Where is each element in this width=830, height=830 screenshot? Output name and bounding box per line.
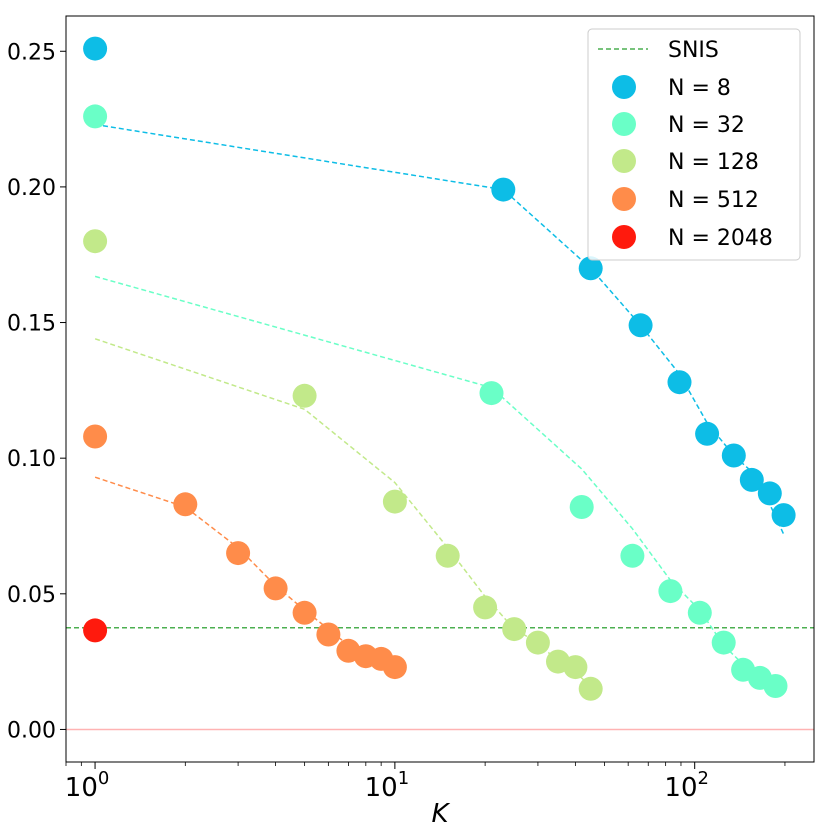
legend-marker-n128 <box>612 149 636 173</box>
data-point-series-3-9 <box>382 655 407 680</box>
data-point-series-3-0 <box>83 424 108 449</box>
fit-line-series-2 <box>94 338 592 687</box>
data-point-series-2-2 <box>382 489 407 514</box>
legend-marker-n2048 <box>612 225 636 249</box>
y-tick-label-0: 0.00 <box>7 718 56 743</box>
data-point-series-2-0 <box>83 229 108 254</box>
axes-frame <box>65 15 815 763</box>
data-point-series-0-3 <box>628 313 653 338</box>
data-point-series-0-7 <box>739 467 764 492</box>
data-point-series-0-0 <box>83 36 108 61</box>
legend: SNIS N = 8 N = 32 N = 128 N = 512 N = 20… <box>587 28 801 261</box>
data-point-series-0-6 <box>721 443 746 468</box>
y-tick-label-4: 0.20 <box>7 176 56 201</box>
data-point-series-2-3 <box>435 543 460 568</box>
legend-label-n8: N = 8 <box>668 76 731 101</box>
legend-marker-n8 <box>612 75 636 99</box>
data-point-series-1-1 <box>479 381 504 406</box>
legend-label-n512: N = 512 <box>668 188 759 213</box>
data-point-series-2-1 <box>292 383 317 408</box>
x-tick-exponent-1: 1 <box>398 768 409 789</box>
data-point-series-0-9 <box>771 503 796 528</box>
data-point-series-2-6 <box>525 630 550 655</box>
fit-line-series-1 <box>94 275 776 690</box>
data-point-series-0-8 <box>757 481 782 506</box>
legend-label-n32: N = 32 <box>668 113 745 138</box>
legend-marker-n32 <box>612 112 636 136</box>
data-point-series-1-5 <box>687 600 712 625</box>
data-point-series-3-5 <box>316 622 341 647</box>
x-tick-exponent-0: 0 <box>98 768 109 789</box>
data-point-series-1-9 <box>763 674 788 698</box>
data-point-series-3-2 <box>226 541 251 566</box>
data-point-series-2-8 <box>563 655 588 680</box>
legend-marker-n512 <box>612 187 636 211</box>
data-point-series-3-3 <box>263 576 288 601</box>
data-point-series-0-1 <box>491 177 516 202</box>
data-point-series-3-4 <box>292 600 317 625</box>
data-point-series-2-5 <box>502 617 527 642</box>
legend-label-snis: SNIS <box>668 38 719 63</box>
x-axis-label: K <box>431 799 450 829</box>
y-tick-label-3: 0.15 <box>7 312 56 337</box>
y-tick-label-2: 0.10 <box>7 447 56 472</box>
data-point-series-0-2 <box>578 256 603 281</box>
data-point-series-4-0 <box>83 618 108 643</box>
data-point-series-1-3 <box>620 543 645 568</box>
reference-lines <box>66 626 814 731</box>
data-point-series-2-9 <box>578 676 603 701</box>
data-point-series-1-6 <box>711 630 736 655</box>
data-point-series-0-4 <box>667 370 692 395</box>
data-point-series-0-5 <box>695 421 720 446</box>
data-points <box>83 36 796 701</box>
data-point-series-2-4 <box>473 595 498 620</box>
data-point-series-1-2 <box>569 495 594 519</box>
legend-label-n128: N = 128 <box>668 150 759 175</box>
data-point-series-1-4 <box>658 579 683 604</box>
legend-box <box>587 28 801 261</box>
y-tick-label-1: 0.05 <box>7 583 56 608</box>
data-point-series-3-1 <box>173 492 198 517</box>
data-point-series-1-0 <box>83 104 108 129</box>
legend-label-n2048: N = 2048 <box>668 226 773 251</box>
y-tick-label-5: 0.25 <box>7 40 56 65</box>
x-tick-exponent-2: 2 <box>698 768 709 789</box>
